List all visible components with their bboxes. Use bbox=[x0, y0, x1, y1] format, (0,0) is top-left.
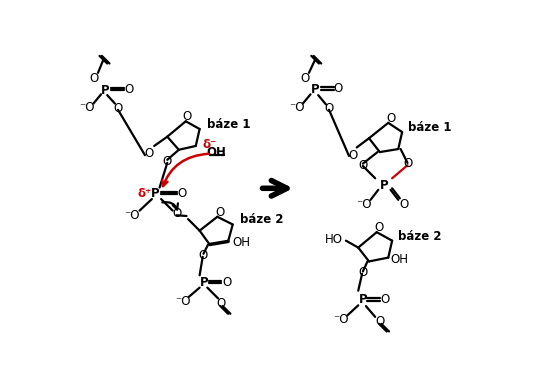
Text: O: O bbox=[144, 147, 154, 160]
Text: HO: HO bbox=[324, 233, 343, 246]
Text: O: O bbox=[400, 198, 409, 211]
Text: O: O bbox=[358, 267, 368, 280]
Text: báze 2: báze 2 bbox=[240, 214, 284, 227]
Text: O: O bbox=[177, 187, 186, 200]
Text: O: O bbox=[215, 206, 224, 219]
Text: O: O bbox=[163, 155, 172, 168]
Text: O: O bbox=[113, 102, 123, 115]
Text: O: O bbox=[89, 72, 99, 85]
Text: O: O bbox=[375, 221, 384, 234]
Text: P: P bbox=[101, 84, 109, 97]
Text: P: P bbox=[200, 277, 209, 290]
Text: báze 2: báze 2 bbox=[398, 230, 441, 243]
Text: O: O bbox=[348, 149, 357, 162]
Text: O: O bbox=[334, 83, 343, 96]
Text: O: O bbox=[403, 157, 412, 170]
Text: O: O bbox=[172, 207, 181, 220]
Text: O: O bbox=[358, 159, 368, 172]
Text: P: P bbox=[150, 187, 160, 200]
Text: báze 1: báze 1 bbox=[207, 118, 251, 131]
Text: O: O bbox=[199, 249, 208, 262]
Text: O: O bbox=[381, 293, 390, 306]
Text: OH: OH bbox=[391, 253, 409, 266]
Text: ⁻O: ⁻O bbox=[124, 209, 140, 222]
Text: O: O bbox=[324, 102, 334, 115]
Text: δ⁺: δ⁺ bbox=[137, 187, 151, 200]
Text: ⁻O: ⁻O bbox=[289, 101, 305, 114]
Text: ⁻O: ⁻O bbox=[357, 198, 372, 211]
Text: ⁻O: ⁻O bbox=[334, 314, 349, 327]
Text: ⁻O: ⁻O bbox=[79, 101, 95, 114]
Text: δ⁻: δ⁻ bbox=[203, 138, 217, 151]
Text: P: P bbox=[358, 293, 367, 306]
Text: O: O bbox=[375, 315, 384, 328]
Text: ⁻O: ⁻O bbox=[175, 295, 190, 308]
Text: OH: OH bbox=[206, 146, 226, 159]
Text: O: O bbox=[300, 72, 310, 85]
Text: O: O bbox=[183, 110, 192, 123]
Text: P: P bbox=[380, 180, 389, 193]
Text: O: O bbox=[386, 112, 395, 125]
Text: P: P bbox=[311, 83, 320, 96]
Text: báze 1: báze 1 bbox=[408, 121, 452, 134]
Text: O: O bbox=[222, 276, 231, 289]
Text: O: O bbox=[217, 296, 226, 309]
Text: O: O bbox=[124, 83, 134, 96]
Text: OH: OH bbox=[232, 236, 250, 249]
